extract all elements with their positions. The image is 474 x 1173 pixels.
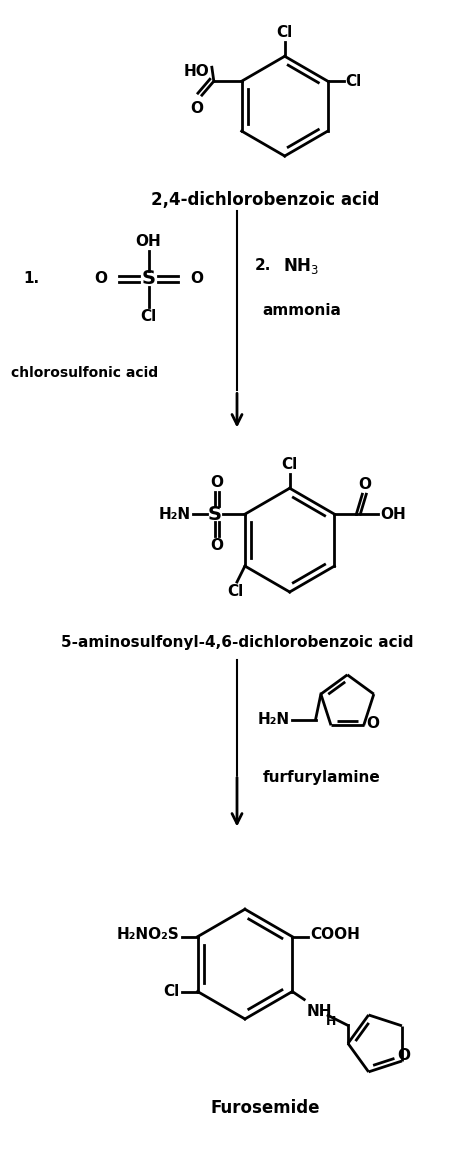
Text: O: O xyxy=(94,271,107,286)
Text: Cl: Cl xyxy=(227,584,243,599)
Text: H₂N: H₂N xyxy=(258,712,290,727)
Text: Cl: Cl xyxy=(164,984,180,999)
Text: Cl: Cl xyxy=(282,457,298,473)
Text: S: S xyxy=(142,270,155,289)
Text: H: H xyxy=(326,1016,337,1029)
Text: HO: HO xyxy=(184,65,210,80)
Text: Cl: Cl xyxy=(277,26,293,40)
Text: H₂N: H₂N xyxy=(159,507,191,522)
Text: O: O xyxy=(366,716,379,731)
Text: COOH: COOH xyxy=(310,927,360,942)
Text: furfurylamine: furfurylamine xyxy=(263,769,381,785)
Text: O: O xyxy=(191,101,203,116)
Text: chlorosulfonic acid: chlorosulfonic acid xyxy=(11,366,158,380)
Text: S: S xyxy=(208,504,222,523)
Text: 2.: 2. xyxy=(255,258,271,273)
Text: O: O xyxy=(397,1049,410,1064)
Text: O: O xyxy=(190,271,203,286)
Text: Cl: Cl xyxy=(346,74,362,89)
Text: OH: OH xyxy=(380,507,406,522)
Text: 2,4-dichlorobenzoic acid: 2,4-dichlorobenzoic acid xyxy=(151,191,379,209)
Text: Cl: Cl xyxy=(140,308,156,324)
Text: 1.: 1. xyxy=(23,271,39,286)
Text: Furosemide: Furosemide xyxy=(210,1099,319,1117)
Text: 5-aminosulfonyl-4,6-dichlorobenzoic acid: 5-aminosulfonyl-4,6-dichlorobenzoic acid xyxy=(61,635,413,650)
Text: NH: NH xyxy=(306,1004,332,1018)
Text: O: O xyxy=(358,477,371,493)
Text: ammonia: ammonia xyxy=(263,303,342,318)
Text: OH: OH xyxy=(136,233,161,249)
Text: NH$_3$: NH$_3$ xyxy=(283,256,319,276)
Text: H₂NO₂S: H₂NO₂S xyxy=(117,927,180,942)
Text: O: O xyxy=(210,475,224,490)
Text: O: O xyxy=(210,538,224,554)
